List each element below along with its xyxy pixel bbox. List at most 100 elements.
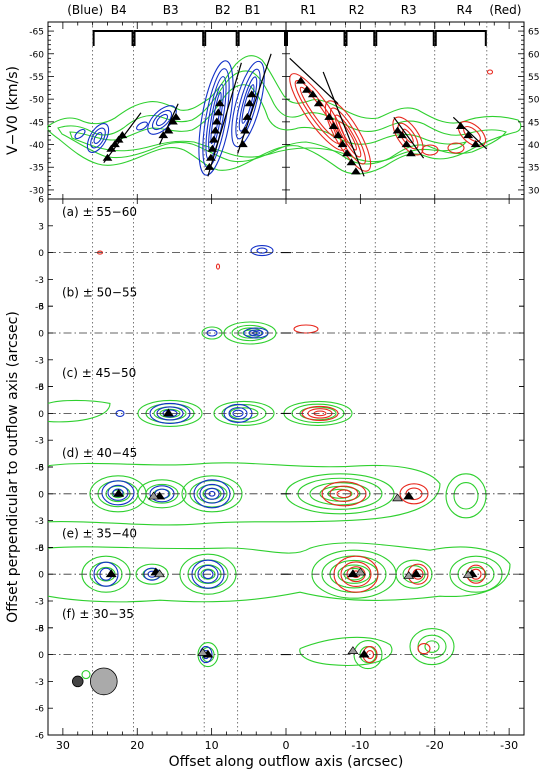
- xtick-label-4: -10: [351, 739, 369, 752]
- map-b-blue-1: [248, 329, 264, 337]
- map-ytick-label: 0: [38, 410, 44, 420]
- pv-blue-b3-2: [155, 113, 169, 127]
- pv-blue-b2-4: [210, 91, 222, 145]
- map-a-blue-1: [256, 247, 268, 254]
- map-ytick-label: -3: [35, 437, 44, 447]
- map-f-green-r3-0: [409, 628, 455, 666]
- xtick-label-6: -30: [500, 739, 518, 752]
- map-ytick-label: -6: [35, 705, 44, 715]
- pv-triangle-19: [242, 112, 253, 120]
- fit-line-2: [207, 62, 242, 177]
- x-axis-label: Offset along outflow axis (arcsec): [169, 754, 404, 770]
- panel-label-0: (a) ± 55−60: [62, 205, 137, 219]
- top-label-r3: R3: [401, 3, 417, 17]
- pv-ticks: -65 65 -60 60 -55 55 -50 50 -45 45 -40 40 -35 35 -30 30: [29, 26, 540, 196]
- y-axis-label-pv: V−V0 (km/s): [5, 66, 21, 155]
- map-triangle-0: [163, 408, 174, 417]
- map-ytick-label: -3: [35, 517, 44, 527]
- top-label-b2: B2: [215, 3, 231, 17]
- pv-ytick-label-left-5: -40: [29, 141, 44, 151]
- map-ytick-label: 3: [38, 544, 44, 554]
- pv-blue-b4-0: [86, 123, 110, 153]
- xtick-label-2: 10: [205, 739, 219, 752]
- map-ytick-label: -3: [35, 598, 44, 608]
- map-ytick-label: 3: [38, 303, 44, 313]
- map-ytick-label: -3: [35, 276, 44, 286]
- beam-0: [71, 675, 84, 688]
- map-c-blue-b1-2: [232, 409, 244, 418]
- pv-blue-b2-0: [198, 60, 234, 176]
- pv-triangle-38: [463, 131, 474, 139]
- map-e-red-r2-1: [340, 561, 372, 588]
- pv-triangle-35: [401, 140, 412, 148]
- pv-triangle-8: [171, 112, 181, 120]
- xtick-label-3: 0: [283, 739, 290, 752]
- map-ytick-label: 0: [38, 651, 44, 661]
- pv-ytick-label-left-0: -65: [29, 28, 44, 38]
- map-triangle-10: [354, 567, 366, 576]
- map-ytick-label-bottom: -6: [35, 732, 44, 742]
- pv-green-contour-1: [57, 70, 507, 165]
- pv-blue-b3-3: [136, 121, 148, 131]
- map-c-blue-b1-1: [228, 407, 248, 420]
- map-triangle-14: [462, 570, 474, 579]
- map-triangle-11: [410, 569, 422, 578]
- fit-line-4: [289, 57, 339, 105]
- map-ytick-label: -6: [35, 624, 44, 634]
- pv-blue-b4-3: [74, 128, 86, 140]
- pv-ytick-label-right-0: 65: [528, 28, 539, 38]
- pv-triangle-3: [113, 135, 124, 143]
- pv-triangle-28: [333, 131, 343, 139]
- pv-triangle-39: [470, 140, 481, 148]
- panel-label-3: (d) ± 40−45: [62, 446, 137, 460]
- top-label-r1: R1: [300, 3, 316, 17]
- pv-triangle-16: [214, 99, 225, 107]
- map-axis-lines: [48, 252, 524, 656]
- map-ytick-label: 0: [38, 330, 44, 340]
- map-ytick-label: 3: [38, 383, 44, 393]
- map-ytick-label: -6: [35, 544, 44, 554]
- pv-ytick-label-left-3: -50: [29, 96, 44, 106]
- pv-triangle-37: [455, 121, 466, 130]
- pv-triangle-34: [397, 131, 407, 139]
- top-label-r2: R2: [349, 3, 365, 17]
- map-ytick-label: -6: [35, 383, 44, 393]
- pv-ytick-label-left-2: -55: [29, 73, 44, 83]
- bracket-b2: [204, 30, 238, 46]
- pv-triangle-32: [351, 167, 361, 175]
- y-axis-label-map: Offset perpendicular to outflow axis (ar…: [5, 311, 21, 623]
- map-ytick-label: 0: [38, 249, 44, 259]
- pv-ytick-label-right-7: 30: [528, 186, 540, 196]
- pv-ytick-label-left-7: -30: [29, 186, 44, 196]
- brackets: [92, 30, 487, 46]
- map-triangle-6: [105, 569, 117, 578]
- map-ytick-label: -3: [35, 356, 44, 366]
- top-label-blue: (Blue): [67, 3, 103, 17]
- pv-triangle-23: [301, 85, 312, 93]
- map-f-red-r3: [417, 643, 431, 655]
- beam-1: [89, 667, 118, 696]
- map-triangle-17: [358, 649, 370, 658]
- panel-label-4: (e) ± 35−40: [62, 527, 137, 541]
- bracket-b3: [133, 30, 205, 46]
- map-triangle-18: [347, 646, 359, 654]
- top-label-r4: R4: [457, 3, 473, 17]
- pv-red-r4-3: [486, 69, 494, 75]
- pv-ytick-label-left-6: -35: [29, 164, 44, 174]
- panel-label-1: (b) ± 50−55: [62, 285, 137, 299]
- pv-triangle-10: [206, 153, 216, 161]
- map-triangle-16: [197, 647, 209, 656]
- pv-triangle-2: [110, 140, 120, 148]
- map-ytick-label: -6: [35, 464, 44, 474]
- map-d-green-r4-1: [453, 482, 479, 510]
- pv-triangle-29: [337, 140, 348, 148]
- pv-ytick-label-left-4: -45: [29, 118, 44, 128]
- map-d-blue-b4-1: [107, 484, 129, 501]
- pv-triangle-7: [168, 117, 178, 125]
- top-label-b1: B1: [245, 3, 261, 17]
- pv-ytick-label-right-6: 35: [528, 164, 539, 174]
- pv-contours: [47, 55, 522, 176]
- pv-triangle-18: [240, 126, 250, 134]
- fit-line-5: [322, 71, 365, 177]
